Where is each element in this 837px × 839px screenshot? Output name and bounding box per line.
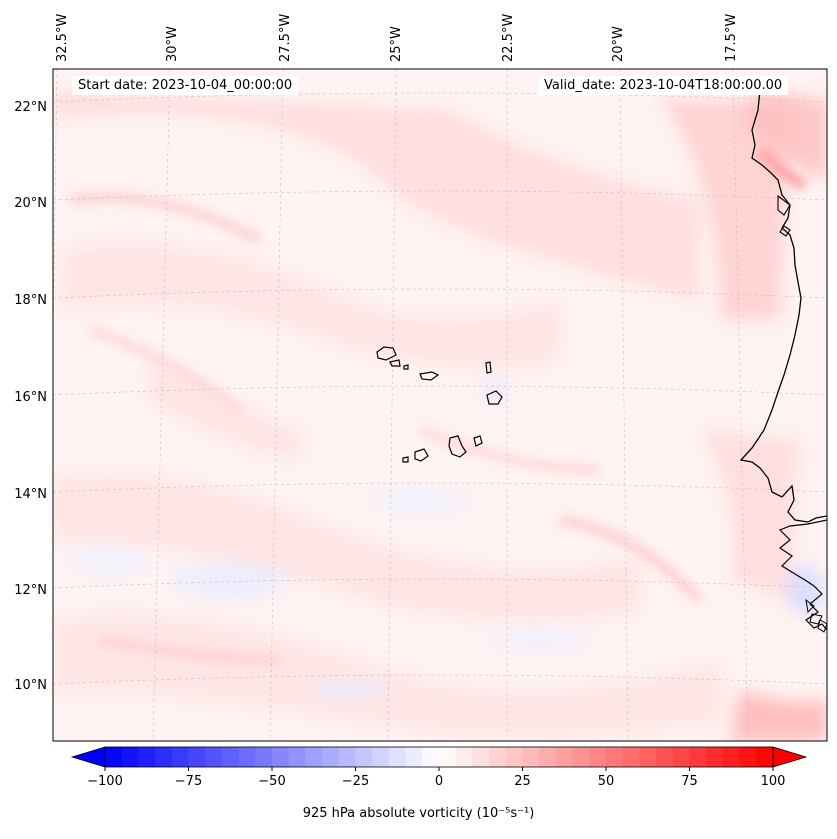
island-sao-vicente <box>389 359 401 367</box>
island-sao-nicolau <box>419 371 440 381</box>
valid-date-label: Valid_date: 2023-10-04T18:00:00.00 <box>538 76 789 95</box>
colorbar-label: 925 hPa absolute vorticity (10⁻⁵s⁻¹) <box>302 806 535 821</box>
latitude-labels: 22°N 20°N 18°N 16°N 14°N 12°N 10°N <box>14 100 47 693</box>
colorbar-steps <box>105 747 774 767</box>
cape-verde-islands <box>376 346 503 463</box>
lat-label: 20°N <box>14 196 47 211</box>
colorbar-step <box>105 747 123 767</box>
colorbar-step <box>305 747 323 767</box>
lat-label: 14°N <box>14 487 47 502</box>
lon-label: 22.5°W <box>501 14 516 62</box>
colorbar-step <box>155 747 173 767</box>
island-boa-vista <box>486 390 503 405</box>
africa-coastline-south <box>778 519 827 631</box>
colorbar-step <box>405 747 423 767</box>
lat-label: 12°N <box>14 583 47 598</box>
start-date-label: Start date: 2023-10-04_00:00:00 <box>72 76 299 95</box>
colorbar-step <box>355 747 373 767</box>
colorbar-step <box>121 747 139 767</box>
colorbar-step <box>388 747 407 767</box>
colorbar-tick-label: 0 <box>435 774 443 789</box>
colorbar-step <box>672 747 690 767</box>
lon-label: 32.5°W <box>55 14 70 62</box>
colorbar-step <box>656 747 674 767</box>
colorbar-step <box>639 747 657 767</box>
colorbar-step <box>439 747 457 767</box>
colorbar-step <box>505 747 523 767</box>
colorbar-step <box>372 747 390 767</box>
colorbar-step <box>739 747 757 767</box>
graticule <box>53 69 827 741</box>
lat-label: 18°N <box>14 293 47 308</box>
colorbar-step <box>606 747 624 767</box>
colorbar-step <box>572 747 590 767</box>
island-santo-antao <box>376 346 397 361</box>
colorbar-step <box>489 747 507 767</box>
colorbar-step <box>255 747 273 767</box>
island-coast-north <box>777 194 791 237</box>
colorbar-max-extend <box>772 746 808 768</box>
map-area <box>53 69 827 741</box>
colorbar-step <box>188 747 206 767</box>
lat-label: 22°N <box>14 100 47 115</box>
lat-label: 10°N <box>14 678 47 693</box>
island-santiago <box>448 435 467 458</box>
colorbar-ticks: −100 −75 −50 −25 0 25 50 75 100 <box>87 767 785 789</box>
vorticity-streaks <box>69 146 807 665</box>
colorbar-tick-label: 50 <box>598 774 615 789</box>
colorbar-step <box>272 747 290 767</box>
colorbar-step <box>205 747 223 767</box>
colorbar-step <box>706 747 724 767</box>
colorbar-step <box>455 747 473 767</box>
colorbar-step <box>288 747 306 767</box>
africa-coastline <box>739 89 827 523</box>
lon-label: 25°W <box>389 26 404 62</box>
map-frame <box>52 68 828 742</box>
colorbar-step <box>472 747 490 767</box>
colorbar-tick-label: 75 <box>681 774 698 789</box>
lon-label: 27.5°W <box>278 14 293 62</box>
colorbar-step <box>322 747 340 767</box>
colorbar-step <box>221 747 240 767</box>
lon-label: 20°W <box>611 26 626 62</box>
colorbar-tick-label: 25 <box>514 774 531 789</box>
colorbar-tick-label: −100 <box>87 774 123 789</box>
colorbar-step <box>138 747 156 767</box>
lat-label: 16°N <box>14 390 47 405</box>
bijagos-islands <box>805 598 827 633</box>
colorbar-tick-label: −50 <box>258 774 285 789</box>
colorbar-step <box>338 747 356 767</box>
lon-label: 30°W <box>165 26 180 62</box>
colorbar-min-extend <box>70 746 106 768</box>
colorbar-step <box>522 747 540 767</box>
colorbar-step <box>539 747 557 767</box>
island-brava <box>402 456 409 463</box>
colorbar-step <box>422 747 440 767</box>
colorbar-tick-label: 100 <box>761 774 786 789</box>
island-santa-luzia <box>403 364 409 370</box>
colorbar: −100 −75 −50 −25 0 25 50 75 100 <box>70 746 808 789</box>
colorbar-step <box>555 747 574 767</box>
longitude-labels: 32.5°W 30°W 27.5°W 25°W 22.5°W 20°W 17.5… <box>55 14 739 62</box>
island-fogo <box>414 448 429 462</box>
colorbar-step <box>622 747 640 767</box>
colorbar-step <box>756 747 774 767</box>
colorbar-step <box>171 747 189 767</box>
colorbar-step <box>238 747 256 767</box>
island-maio <box>473 435 483 447</box>
lon-label: 17.5°W <box>724 14 739 62</box>
island-sal <box>485 361 492 374</box>
colorbar-step <box>689 747 707 767</box>
colorbar-tick-label: −25 <box>342 774 369 789</box>
colorbar-tick-label: −75 <box>175 774 202 789</box>
colorbar-step <box>722 747 741 767</box>
colorbar-step <box>589 747 607 767</box>
